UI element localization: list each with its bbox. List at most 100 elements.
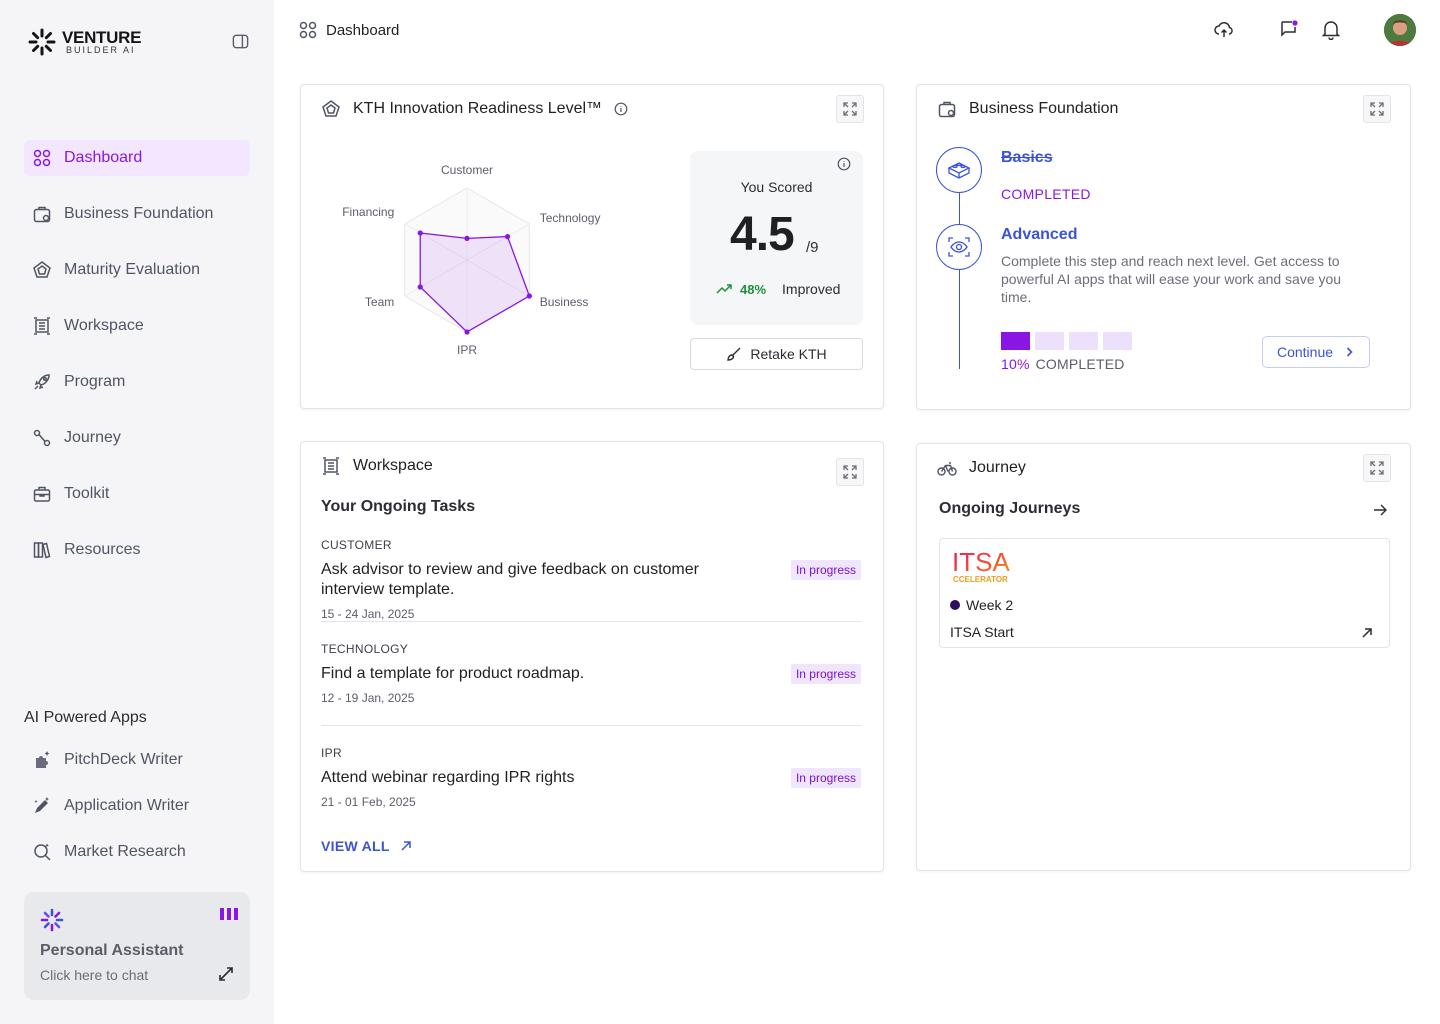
sidebar-item-program[interactable]: Program [24, 364, 250, 400]
sidebar-collapse-icon[interactable] [231, 32, 250, 51]
progress-block [1001, 332, 1030, 350]
radar-axis-line [466, 223, 530, 261]
task-category: IPR [321, 746, 342, 760]
status-badge: In progress [790, 768, 861, 788]
expand-diagonal-icon[interactable] [218, 966, 234, 982]
journey-week: Week 2 [950, 597, 1013, 613]
progress-label: 10% COMPLETED [1001, 356, 1125, 372]
ongoing-journeys-heading: Ongoing Journeys [939, 500, 1081, 517]
workspace-icon [34, 317, 50, 335]
app-pitchdeck-writer[interactable]: PitchDeck Writer [24, 742, 250, 778]
expand-button[interactable] [836, 458, 864, 486]
arrow-right-icon[interactable] [1372, 502, 1388, 518]
brand-tagline: BUILDER AI [66, 45, 136, 55]
route-icon [33, 429, 51, 447]
journey-item[interactable]: ITSA CCELERATOR Week 2 ITSA Start [939, 538, 1390, 648]
expand-icon [843, 465, 857, 479]
view-all-link[interactable]: VIEW ALL [321, 838, 412, 854]
task-date: 21 - 01 Feb, 2025 [321, 795, 416, 809]
business-foundation-card: Business Foundation Basics COMPLETED Adv… [916, 84, 1411, 410]
radar-axis-label: Financing [342, 205, 394, 219]
radar-data-point [417, 230, 423, 236]
step-basics-marker [936, 147, 982, 193]
arrow-up-right-icon [401, 841, 411, 851]
expand-icon [1370, 461, 1384, 475]
status-badge: In progress [790, 664, 861, 684]
grid-icon [299, 21, 317, 39]
puzzle-sparkle-icon [36, 751, 50, 768]
radar-axis-label: IPR [457, 343, 477, 357]
step-basics-title[interactable]: Basics [1001, 149, 1053, 166]
pentagon-icon [322, 100, 340, 117]
retake-label: Retake KTH [750, 346, 827, 362]
expand-button[interactable] [836, 95, 864, 123]
task-category: TECHNOLOGY [321, 642, 409, 656]
app-label: PitchDeck Writer [64, 751, 183, 768]
sidebar-item-toolkit[interactable]: Toolkit [24, 476, 250, 512]
radar-axis-label: Customer [441, 163, 493, 177]
journey-week-label: Week 2 [966, 597, 1014, 613]
divider [321, 725, 861, 726]
breadcrumb: Dashboard [298, 20, 399, 40]
radar-axis-label: Business [540, 295, 589, 309]
progress-blocks [1001, 332, 1132, 350]
radar-axis-label: Technology [540, 211, 601, 225]
task-text[interactable]: Attend webinar regarding IPR rights [321, 769, 575, 786]
expand-button[interactable] [1363, 95, 1391, 123]
info-icon[interactable] [614, 102, 628, 116]
radar-axis-line [466, 259, 530, 297]
app-application-writer[interactable]: Application Writer [24, 788, 250, 824]
continue-button[interactable]: Continue [1262, 336, 1370, 368]
progress-block [1069, 332, 1098, 350]
task-text[interactable]: Ask advisor to review and give feedback … [321, 561, 699, 598]
kth-card: KTH Innovation Readiness Level™ Customer… [300, 84, 884, 409]
chat-notification-icon[interactable] [1278, 18, 1300, 40]
brand-logo[interactable]: VENTURE BUILDER AI [28, 28, 141, 56]
sidebar-item-label: Workspace [64, 317, 144, 334]
venture-logo-icon [28, 28, 56, 56]
sidebar-item-maturity-evaluation[interactable]: Maturity Evaluation [24, 252, 250, 288]
sidebar-item-workspace[interactable]: Workspace [24, 308, 250, 344]
sidebar-item-resources[interactable]: Resources [24, 532, 250, 568]
assistant-subtitle: Click here to chat [40, 967, 149, 983]
info-icon[interactable] [837, 157, 851, 171]
trending-up-icon [716, 284, 732, 294]
expand-icon [1370, 102, 1384, 116]
user-avatar[interactable] [1384, 14, 1416, 46]
task-date: 12 - 19 Jan, 2025 [321, 691, 415, 705]
radar-axis-line [404, 223, 468, 261]
briefcase-icon [938, 101, 956, 118]
sidebar-item-label: Journey [64, 429, 121, 446]
task-category: CUSTOMER [321, 538, 392, 552]
workspace-icon [323, 457, 339, 475]
score-value: 4.5 [730, 208, 795, 261]
cloud-upload-icon[interactable] [1213, 18, 1235, 40]
sidebar-item-label: Maturity Evaluation [64, 261, 201, 278]
bell-icon[interactable] [1320, 18, 1342, 40]
journey-card: Journey Ongoing Journeys ITSA CCELERATOR… [916, 443, 1411, 871]
assistant-logo-icon [40, 908, 64, 932]
task-item: TECHNOLOGY Find a template for product r… [321, 642, 861, 705]
task-text[interactable]: Find a template for product roadmap. [321, 665, 585, 682]
journey-name: ITSA Start [950, 624, 1014, 640]
progress-block [1103, 332, 1132, 350]
pen-sparkle-icon [34, 797, 49, 813]
score-max: /9 [806, 239, 819, 256]
sidebar: VENTURE BUILDER AI Dashboard Business Fo… [0, 0, 274, 1024]
sidebar-item-business-foundation[interactable]: Business Foundation [24, 196, 250, 232]
bicycle-icon [937, 462, 957, 476]
app-market-research[interactable]: Market Research [24, 834, 250, 870]
app-label: Application Writer [64, 797, 190, 814]
personal-assistant-card[interactable]: Personal Assistant Click here to chat [24, 892, 250, 1000]
grid-icon [33, 149, 51, 167]
step-advanced-title[interactable]: Advanced [1001, 226, 1078, 243]
radar-axis-label: Team [365, 295, 394, 309]
radar-data-point [504, 234, 511, 240]
sidebar-item-journey[interactable]: Journey [24, 420, 250, 456]
sidebar-item-label: Toolkit [64, 485, 110, 502]
arrow-up-right-icon[interactable] [1361, 627, 1373, 639]
radar-axis-line [404, 259, 468, 297]
retake-kth-button[interactable]: Retake KTH [690, 338, 863, 370]
expand-button[interactable] [1363, 454, 1391, 482]
sidebar-item-dashboard[interactable]: Dashboard [24, 140, 250, 176]
